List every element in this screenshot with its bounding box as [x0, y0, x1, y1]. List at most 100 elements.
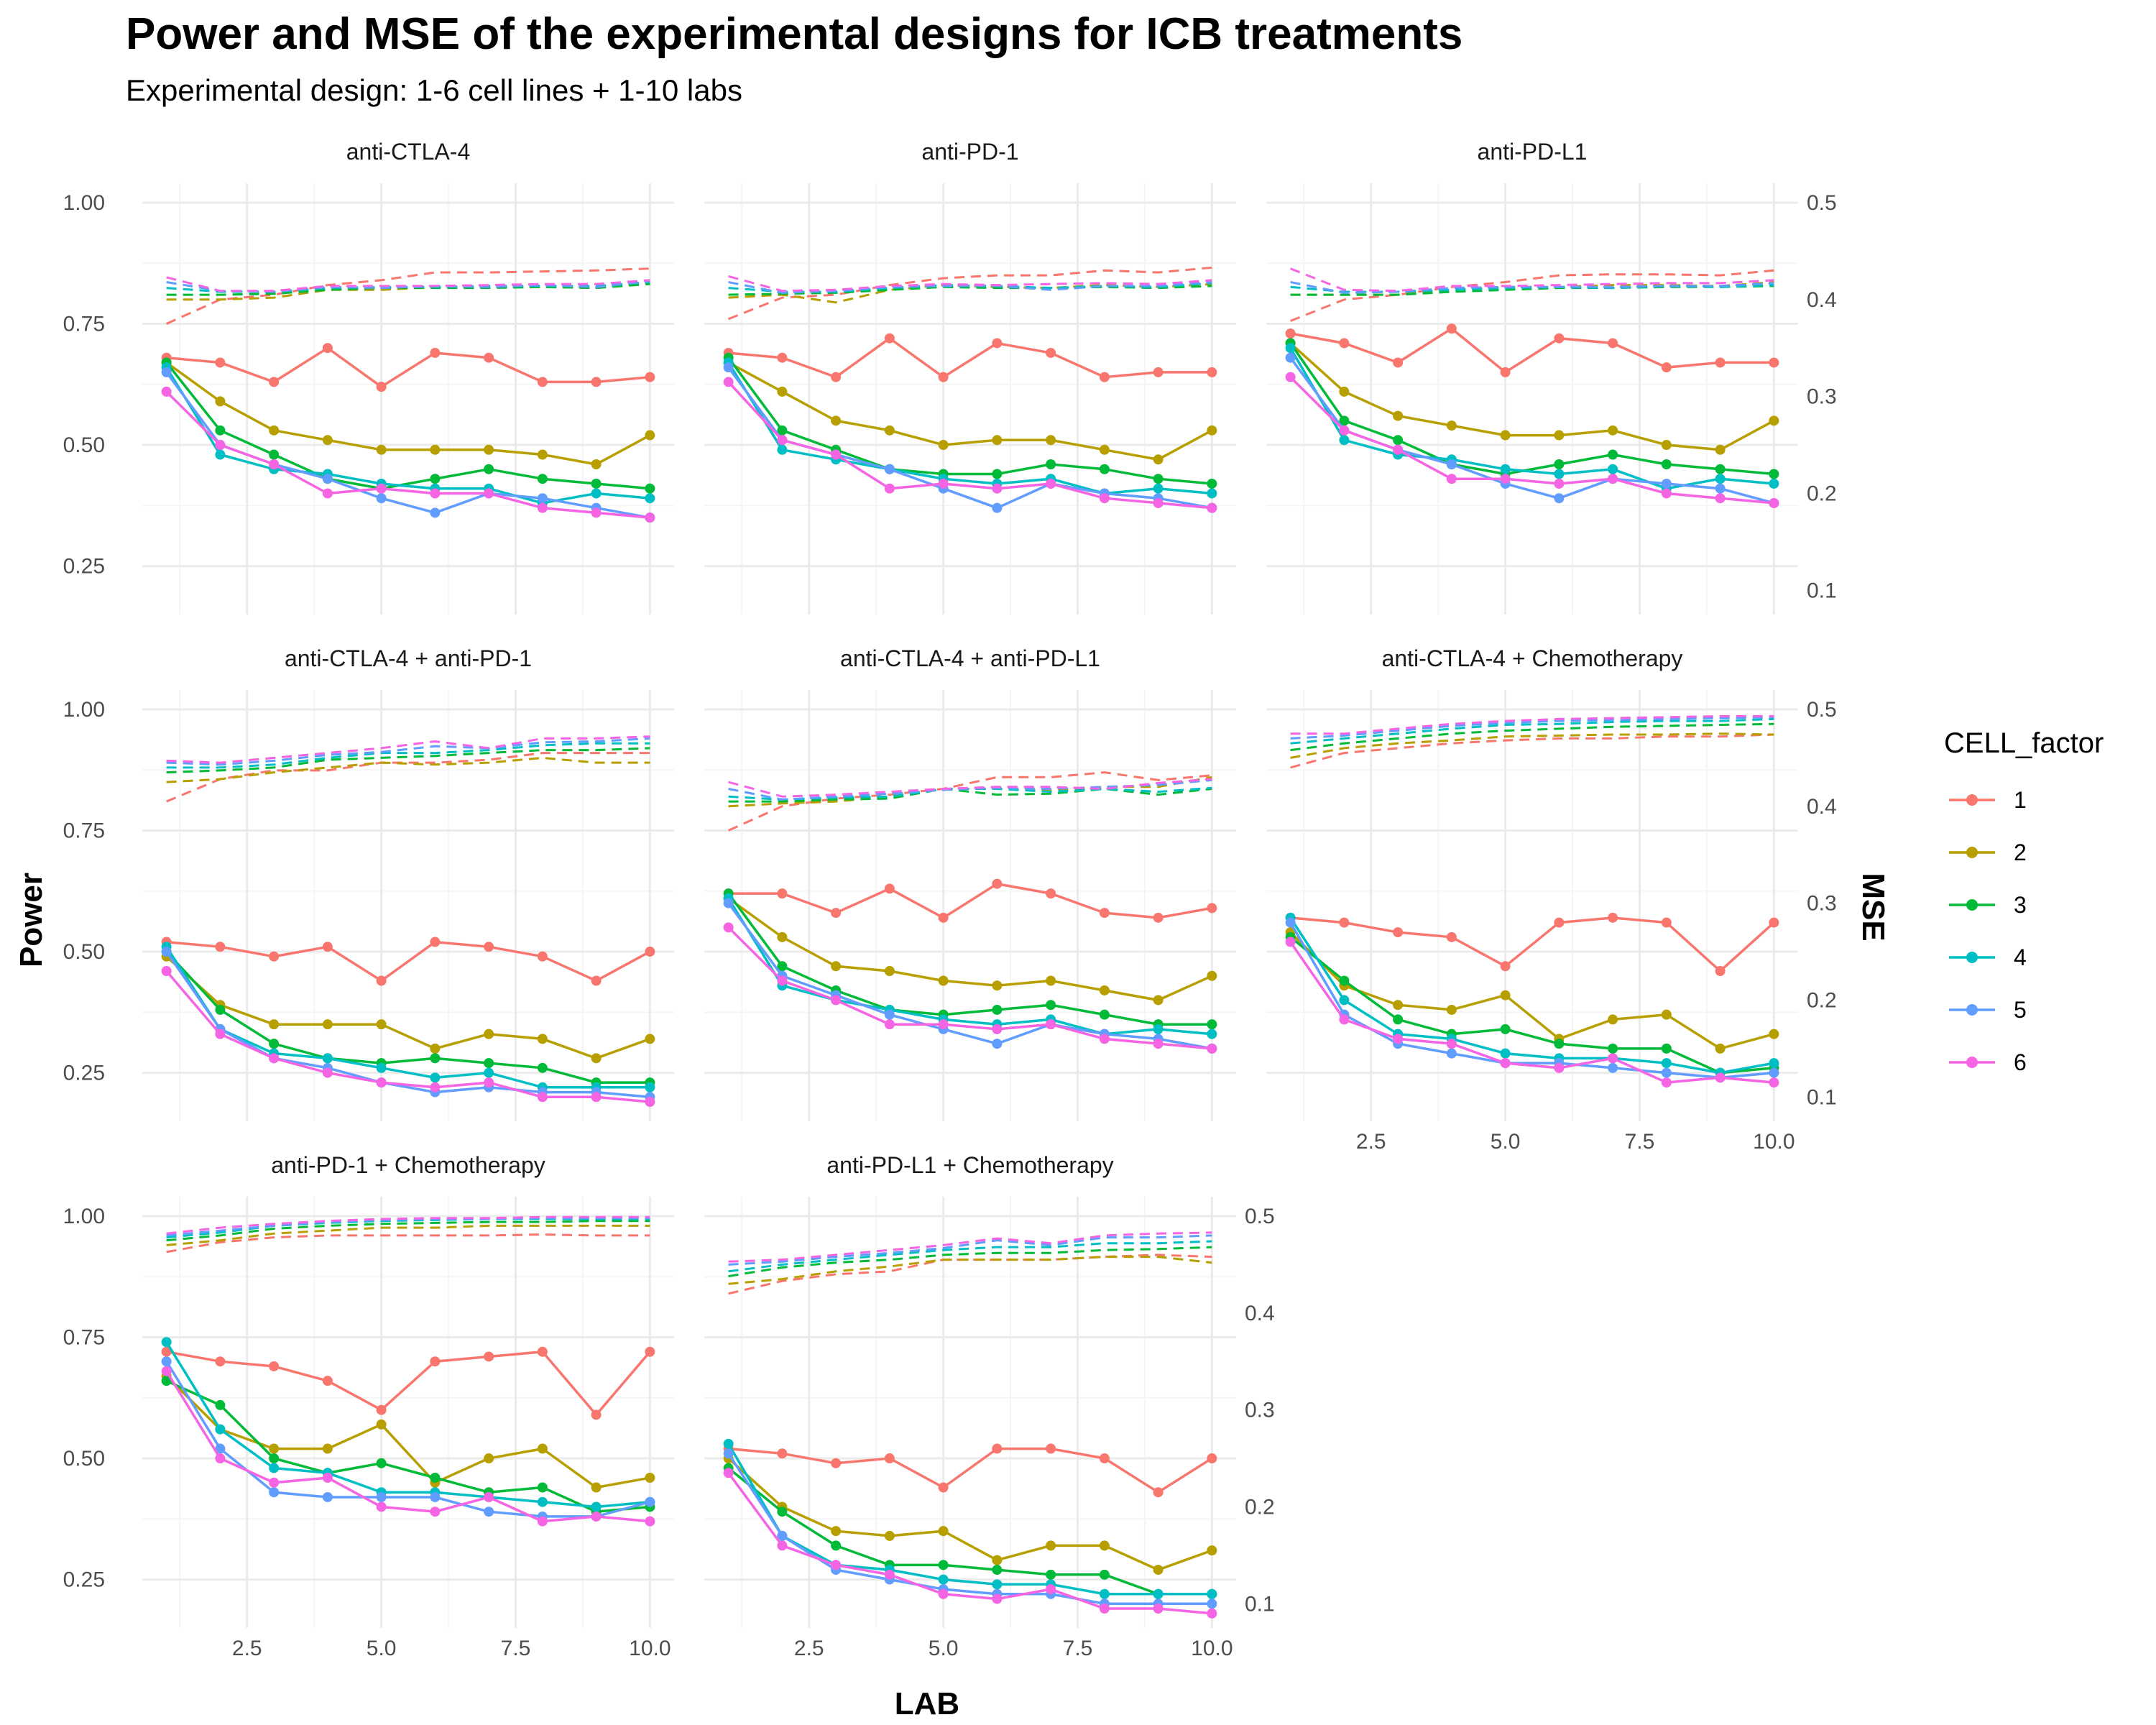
mse-series-line-1 [728, 266, 1212, 321]
power-point-4 [938, 1574, 949, 1585]
legend-item-1: 1 [1949, 787, 2027, 813]
mse-series-line-6 [1290, 267, 1774, 293]
legend-label: 5 [2014, 997, 2027, 1023]
power-point-6 [1393, 1034, 1404, 1044]
power-point-3 [1099, 464, 1110, 474]
y2-tick-label: 0.5 [1807, 698, 1837, 722]
power-point-2 [591, 1053, 602, 1064]
y-tick-label: 0.50 [63, 1447, 105, 1471]
y-tick-label: 1.00 [63, 191, 105, 215]
x-tick-label: 10.0 [1191, 1637, 1233, 1660]
facet-title: anti-CTLA-4 + anti-PD-L1 [840, 645, 1100, 671]
y-tick-label: 1.00 [63, 698, 105, 722]
mse-series-line-6 [166, 1215, 650, 1235]
power-point-3 [1661, 1043, 1672, 1054]
x-tick-label: 5.0 [929, 1637, 959, 1660]
power-point-2 [645, 430, 655, 441]
power-point-2 [1339, 386, 1350, 397]
power-point-1 [1339, 338, 1350, 349]
power-point-5 [1554, 493, 1565, 504]
power-point-1 [376, 382, 387, 392]
power-point-6 [1207, 1043, 1217, 1054]
y2-tick-label: 0.4 [1807, 795, 1837, 819]
power-point-1 [269, 377, 280, 387]
legend: CELL_factor 1 2 3 4 5 6 [1944, 727, 2104, 1075]
power-point-2 [591, 459, 602, 470]
power-point-1 [992, 338, 1003, 349]
power-point-6 [723, 1468, 734, 1478]
power-point-2 [376, 444, 387, 455]
power-point-1 [777, 1448, 788, 1459]
power-point-3 [1769, 469, 1779, 479]
power-point-6 [161, 1366, 172, 1376]
power-point-1 [1207, 903, 1217, 914]
power-point-5 [269, 1487, 280, 1498]
power-point-6 [777, 435, 788, 446]
power-point-2 [591, 1482, 602, 1493]
power-point-3 [269, 1453, 280, 1464]
power-series-line-2 [727, 897, 1213, 1002]
power-point-3 [831, 1540, 842, 1551]
power-point-1 [1554, 917, 1565, 928]
grid [142, 1197, 674, 1628]
legend-key-point [1966, 794, 1978, 806]
power-point-6 [322, 488, 333, 499]
facet-title: anti-PD-L1 + Chemotherapy [826, 1152, 1113, 1178]
power-series-line-2 [1289, 931, 1774, 1050]
mse-series-line-5 [166, 280, 650, 293]
power-point-6 [376, 1077, 387, 1088]
power-point-6 [1715, 493, 1726, 504]
x-tick-label: 7.5 [501, 1637, 531, 1660]
power-point-2 [1446, 1004, 1457, 1015]
power-point-1 [215, 942, 226, 952]
power-point-2 [1446, 420, 1457, 431]
power-point-6 [723, 377, 734, 387]
power-point-1 [1446, 323, 1457, 334]
y-tick-label: 0.50 [63, 433, 105, 457]
power-point-3 [1393, 435, 1404, 446]
power-point-6 [884, 1019, 895, 1030]
power-point-6 [537, 502, 548, 513]
power-series-line-6 [727, 1472, 1212, 1615]
power-point-4 [1500, 1048, 1511, 1059]
x-tick-label: 10.0 [1753, 1130, 1795, 1154]
legend-label: 1 [2014, 787, 2027, 813]
power-point-5 [1769, 1067, 1779, 1078]
mse-series-line-2 [166, 1224, 650, 1246]
power-point-4 [1099, 1588, 1110, 1599]
mse-series-line-5 [728, 281, 1212, 294]
power-point-1 [1393, 357, 1404, 368]
chart-title: Power and MSE of the experimental design… [126, 9, 1462, 59]
power-point-6 [269, 459, 280, 470]
legend-label: 2 [2014, 840, 2027, 865]
power-point-2 [1608, 1014, 1618, 1025]
grid [704, 183, 1236, 615]
power-series-line-4 [165, 1341, 650, 1509]
mse-series-line-4 [166, 742, 650, 769]
power-point-6 [430, 1082, 441, 1092]
power-point-6 [161, 966, 172, 977]
power-point-6 [992, 1024, 1003, 1034]
power-point-1 [938, 372, 949, 382]
mse-series-line-2 [728, 1256, 1212, 1285]
power-point-1 [1661, 362, 1672, 373]
mse-series-line-4 [1290, 284, 1774, 293]
power-point-6 [376, 1501, 387, 1512]
power-point-6 [1099, 1604, 1110, 1614]
power-point-1 [430, 1356, 441, 1367]
power-series-line-6 [165, 390, 650, 519]
mse-series-line-6 [728, 1231, 1212, 1263]
legend-key-point [1966, 847, 1978, 858]
power-point-6 [723, 922, 734, 933]
power-point-1 [831, 908, 842, 919]
power-point-3 [1099, 1009, 1110, 1020]
power-point-6 [938, 1588, 949, 1599]
legend-label: 4 [2014, 944, 2027, 970]
power-point-2 [992, 980, 1003, 991]
facet-title: anti-CTLA-4 + Chemotherapy [1382, 645, 1683, 671]
power-series-line-3 [1289, 342, 1774, 476]
power-point-5 [484, 1506, 494, 1517]
power-point-1 [645, 947, 655, 957]
legend-key-point [1966, 1004, 1978, 1016]
power-point-2 [537, 449, 548, 460]
